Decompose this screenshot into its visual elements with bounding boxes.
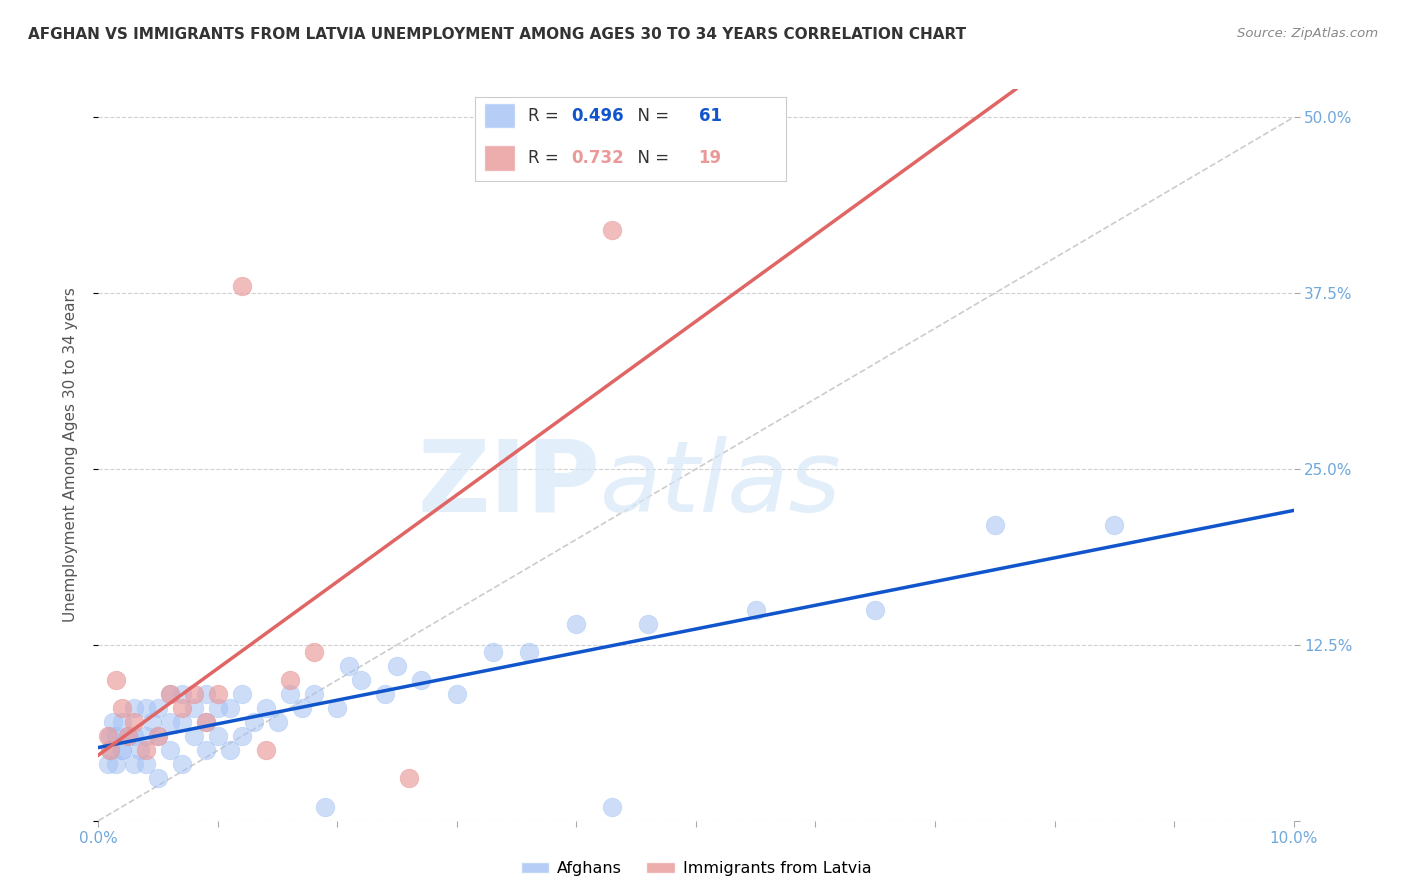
Point [254, 743, 277, 757]
Point [745, 602, 768, 616]
Point [101, 715, 124, 730]
Legend: Afghans, Immigrants from Latvia: Afghans, Immigrants from Latvia [515, 855, 877, 882]
Point [183, 729, 205, 743]
Point [231, 687, 253, 701]
Point [267, 715, 290, 730]
Point [602, 223, 624, 237]
Point [159, 743, 181, 757]
Point [385, 659, 409, 673]
Point [207, 687, 229, 701]
Point [159, 687, 181, 701]
Point [117, 729, 139, 743]
Point [481, 645, 505, 659]
Y-axis label: Unemployment Among Ages 30 to 34 years: Unemployment Among Ages 30 to 34 years [63, 287, 77, 623]
Point [302, 645, 325, 659]
Point [129, 743, 152, 757]
Point [195, 715, 218, 730]
Point [865, 602, 887, 616]
Point [1104, 518, 1126, 533]
Point [637, 616, 659, 631]
Point [195, 715, 218, 730]
Point [97, 729, 120, 743]
Point [172, 687, 194, 701]
Point [97, 757, 120, 772]
Point [135, 743, 157, 757]
Point [411, 673, 433, 687]
Point [243, 715, 266, 730]
Point [565, 616, 588, 631]
Point [159, 687, 181, 701]
Point [291, 701, 314, 715]
Point [172, 757, 194, 772]
Point [124, 701, 146, 715]
Point [195, 743, 218, 757]
Point [111, 743, 134, 757]
Point [517, 645, 540, 659]
Point [124, 715, 146, 730]
Point [183, 701, 205, 715]
Point [172, 715, 194, 730]
Point [984, 518, 1007, 533]
Point [446, 687, 468, 701]
Point [350, 673, 373, 687]
Point [254, 701, 277, 715]
Point [148, 772, 170, 786]
Point [339, 659, 360, 673]
Text: atlas: atlas [600, 435, 842, 533]
Point [398, 772, 420, 786]
Point [207, 701, 229, 715]
Point [100, 729, 122, 743]
Point [100, 743, 122, 757]
Point [159, 715, 181, 730]
Point [219, 743, 242, 757]
Point [105, 729, 128, 743]
Point [374, 687, 396, 701]
Point [124, 729, 146, 743]
Point [148, 701, 170, 715]
Point [219, 701, 242, 715]
Point [326, 701, 349, 715]
Point [148, 729, 170, 743]
Point [183, 687, 205, 701]
Point [278, 687, 301, 701]
Point [172, 701, 194, 715]
Point [195, 687, 218, 701]
Point [124, 757, 146, 772]
Text: Source: ZipAtlas.com: Source: ZipAtlas.com [1237, 27, 1378, 40]
Text: AFGHAN VS IMMIGRANTS FROM LATVIA UNEMPLOYMENT AMONG AGES 30 TO 34 YEARS CORRELAT: AFGHAN VS IMMIGRANTS FROM LATVIA UNEMPLO… [28, 27, 966, 42]
Point [135, 701, 157, 715]
Point [105, 673, 128, 687]
Point [141, 715, 163, 730]
Point [231, 279, 253, 293]
Point [111, 715, 134, 730]
Point [105, 757, 128, 772]
Point [231, 729, 253, 743]
Point [602, 799, 624, 814]
Point [111, 743, 134, 757]
Point [148, 729, 170, 743]
Point [135, 729, 157, 743]
Point [135, 757, 157, 772]
Point [302, 687, 325, 701]
Point [207, 729, 229, 743]
Point [100, 743, 122, 757]
Point [278, 673, 301, 687]
Text: ZIP: ZIP [418, 435, 600, 533]
Point [117, 729, 139, 743]
Point [315, 799, 337, 814]
Point [111, 701, 134, 715]
